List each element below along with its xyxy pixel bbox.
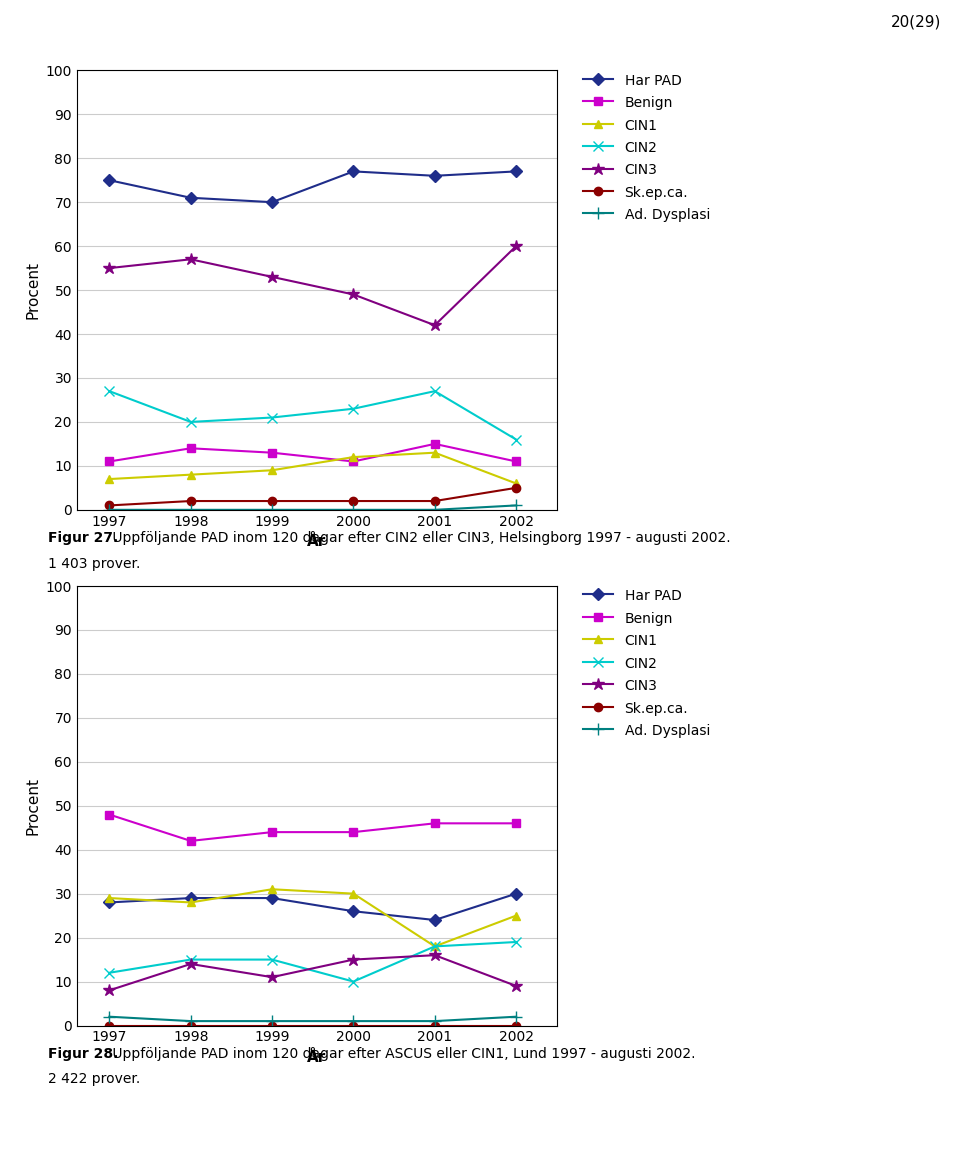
Text: 2 422 prover.: 2 422 prover. [48,1072,140,1086]
Legend: Har PAD, Benign, CIN1, CIN2, CIN3, Sk.ep.ca., Ad. Dysplasi: Har PAD, Benign, CIN1, CIN2, CIN3, Sk.ep… [583,588,710,738]
Text: 1 403 prover.: 1 403 prover. [48,557,140,571]
Y-axis label: Procent: Procent [25,261,40,319]
Legend: Har PAD, Benign, CIN1, CIN2, CIN3, Sk.ep.ca., Ad. Dysplasi: Har PAD, Benign, CIN1, CIN2, CIN3, Sk.ep… [583,73,710,223]
Y-axis label: Procent: Procent [25,777,40,834]
Text: Figur 27.: Figur 27. [48,531,118,545]
Text: 20(29): 20(29) [891,14,941,29]
X-axis label: År: År [307,1050,326,1065]
Text: Figur 28.: Figur 28. [48,1047,118,1061]
Text: Uppföljande PAD inom 120 dagar efter CIN2 eller CIN3, Helsingborg 1997 - augusti: Uppföljande PAD inom 120 dagar efter CIN… [108,531,732,545]
Text: Uppföljande PAD inom 120 dagar efter ASCUS eller CIN1, Lund 1997 - augusti 2002.: Uppföljande PAD inom 120 dagar efter ASC… [108,1047,696,1061]
X-axis label: År: År [307,534,326,550]
